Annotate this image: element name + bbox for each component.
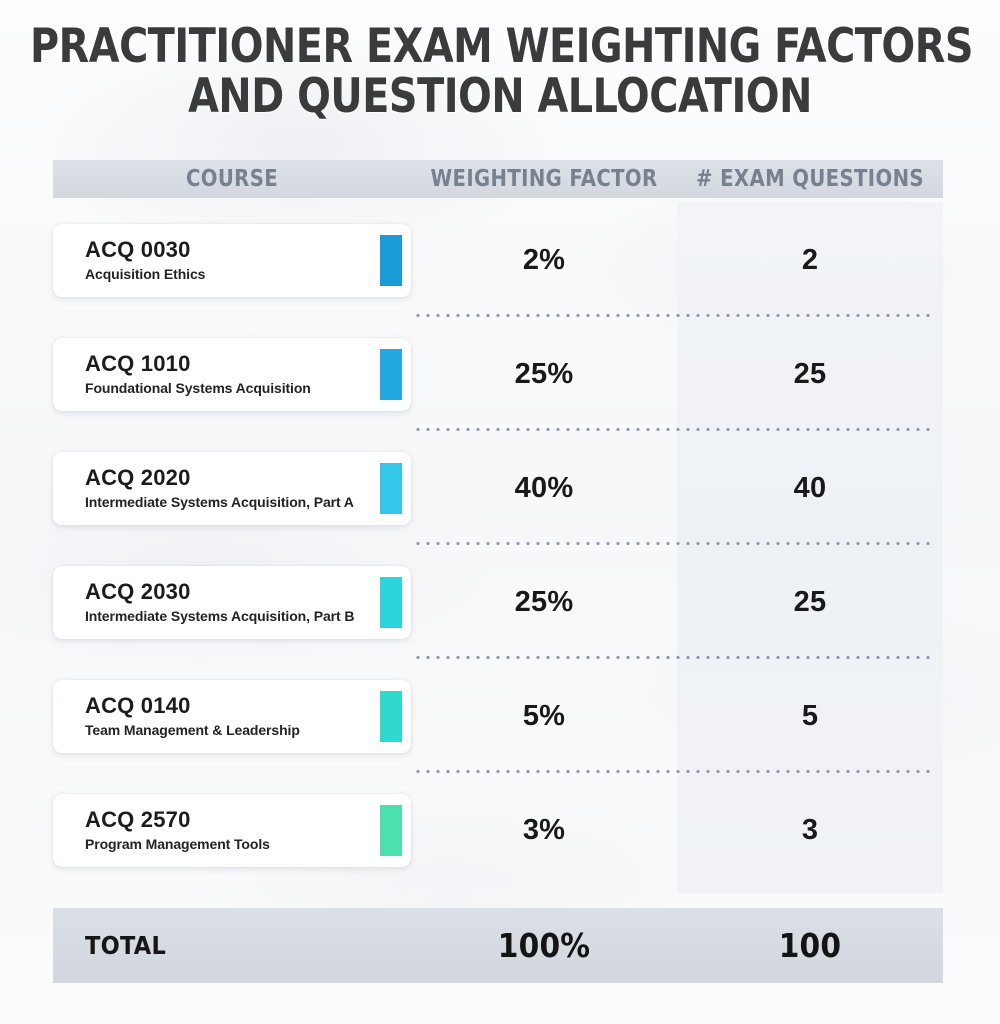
table-row: ACQ 0140 Team Management & Leadership 5% 5 xyxy=(53,659,943,773)
course-code: ACQ 2020 xyxy=(85,465,191,490)
course-card-text: ACQ 0030 Acquisition Ethics xyxy=(85,237,205,283)
course-cell: ACQ 0140 Team Management & Leadership xyxy=(53,679,411,753)
table-row: ACQ 2030 Intermediate Systems Acquisition… xyxy=(53,545,943,659)
course-card[interactable]: ACQ 0030 Acquisition Ethics xyxy=(53,223,411,297)
course-name: Intermediate Systems Acquisition, Part B xyxy=(85,608,355,624)
table-row: ACQ 2020 Intermediate Systems Acquisition… xyxy=(53,431,943,545)
exam-questions-value: 2 xyxy=(801,243,819,276)
course-accent-bar xyxy=(380,348,402,400)
weighting-factor-value: 3% xyxy=(522,813,566,846)
table-row: ACQ 0030 Acquisition Ethics 2% 2 xyxy=(53,203,943,317)
course-name: Team Management & Leadership xyxy=(85,722,300,738)
weighting-factor-value: 25% xyxy=(514,585,574,618)
course-code: ACQ 2570 xyxy=(85,807,191,832)
course-card-text: ACQ 2030 Intermediate Systems Acquisition… xyxy=(85,579,354,625)
course-accent-bar xyxy=(380,234,402,286)
table-row: ACQ 1010 Foundational Systems Acquisition… xyxy=(53,317,943,431)
course-code: ACQ 1010 xyxy=(85,351,191,376)
course-name: Intermediate Systems Acquisition, Part A xyxy=(85,494,354,510)
column-header-weighting-factor: WEIGHTING FACTOR xyxy=(430,166,658,192)
course-card[interactable]: ACQ 2030 Intermediate Systems Acquisition… xyxy=(53,565,411,639)
exam-questions-value: 40 xyxy=(793,471,827,504)
exam-questions-value: 5 xyxy=(801,699,819,732)
exam-questions-value: 25 xyxy=(793,585,827,618)
weighting-factor-value: 2% xyxy=(522,243,566,276)
course-cell: ACQ 0030 Acquisition Ethics xyxy=(53,223,411,297)
page-title-line-2: AND QUESTION ALLOCATION xyxy=(188,69,812,124)
weighting-table: COURSE WEIGHTING FACTOR # EXAM QUESTIONS xyxy=(53,160,943,198)
column-header-exam-questions: # EXAM QUESTIONS xyxy=(696,166,924,192)
page-title: PRACTITIONER EXAM WEIGHTING FACTORS AND … xyxy=(30,19,974,124)
course-cell: ACQ 2020 Intermediate Systems Acquisition… xyxy=(53,451,411,525)
course-card[interactable]: ACQ 0140 Team Management & Leadership xyxy=(53,679,411,753)
table-header-row: COURSE WEIGHTING FACTOR # EXAM QUESTIONS xyxy=(53,160,943,198)
course-cell: ACQ 2030 Intermediate Systems Acquisition… xyxy=(53,565,411,639)
course-card[interactable]: ACQ 1010 Foundational Systems Acquisition xyxy=(53,337,411,411)
course-card-text: ACQ 0140 Team Management & Leadership xyxy=(85,693,300,739)
course-card[interactable]: ACQ 2570 Program Management Tools xyxy=(53,793,411,867)
course-cell: ACQ 1010 Foundational Systems Acquisition xyxy=(53,337,411,411)
table-row: ACQ 2570 Program Management Tools 3% 3 xyxy=(53,773,943,887)
course-card[interactable]: ACQ 2020 Intermediate Systems Acquisition… xyxy=(53,451,411,525)
weighting-factor-value: 25% xyxy=(514,357,574,390)
course-accent-bar xyxy=(380,576,402,628)
exam-questions-value: 25 xyxy=(793,357,827,390)
course-card-text: ACQ 1010 Foundational Systems Acquisition xyxy=(85,351,311,397)
total-label: TOTAL xyxy=(85,931,167,960)
course-card-text: ACQ 2020 Intermediate Systems Acquisition… xyxy=(85,465,354,511)
total-weighting-factor: 100% xyxy=(497,926,591,965)
column-header-course: COURSE xyxy=(185,166,279,192)
course-card-text: ACQ 2570 Program Management Tools xyxy=(85,807,270,853)
course-cell: ACQ 2570 Program Management Tools xyxy=(53,793,411,867)
course-name: Foundational Systems Acquisition xyxy=(85,380,311,396)
total-exam-questions: 100 xyxy=(778,926,842,965)
course-accent-bar xyxy=(380,462,402,514)
course-code: ACQ 0030 xyxy=(85,237,191,262)
course-accent-bar xyxy=(380,690,402,742)
course-code: ACQ 0140 xyxy=(85,693,191,718)
total-row: TOTAL 100% 100 xyxy=(53,908,943,983)
weighting-factor-value: 40% xyxy=(514,471,574,504)
page-title-line-1: PRACTITIONER EXAM WEIGHTING FACTORS xyxy=(30,19,974,74)
exam-questions-value: 3 xyxy=(801,813,819,846)
course-accent-bar xyxy=(380,804,402,856)
table-body: ACQ 0030 Acquisition Ethics 2% 2 ACQ 1010 Fou… xyxy=(53,203,943,887)
course-code: ACQ 2030 xyxy=(85,579,191,604)
course-name: Acquisition Ethics xyxy=(85,266,206,282)
weighting-factor-value: 5% xyxy=(522,699,566,732)
course-name: Program Management Tools xyxy=(85,836,270,852)
